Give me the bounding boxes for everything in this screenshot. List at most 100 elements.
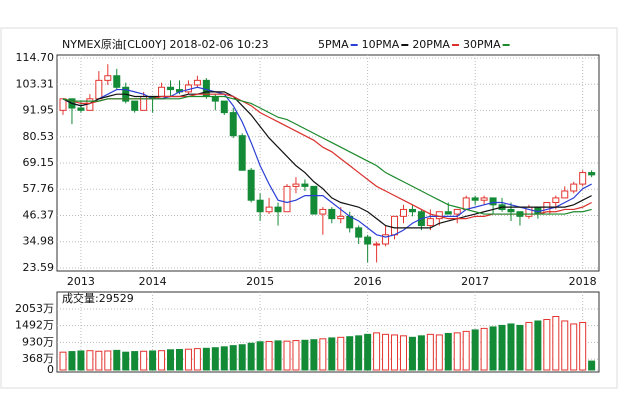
volume-bar	[337, 336, 345, 371]
candle-body	[292, 183, 300, 187]
volume-bar	[202, 347, 210, 371]
volume-bar	[184, 348, 192, 371]
volume-bar	[570, 323, 578, 371]
volume-bar	[391, 334, 399, 371]
volume-bar	[220, 346, 228, 371]
candle-body	[265, 206, 273, 213]
volume-bar	[552, 316, 560, 371]
candle-body	[113, 75, 121, 88]
candle-body	[238, 135, 246, 171]
volume-bar	[122, 351, 130, 371]
candle-body	[211, 95, 219, 102]
volume-bar	[480, 327, 488, 371]
candle-body	[408, 208, 416, 213]
candle-body	[373, 243, 381, 246]
candle-body	[489, 197, 497, 206]
volume-bar	[283, 340, 291, 371]
volume-bar	[95, 350, 103, 371]
candle-body	[471, 197, 479, 201]
volume-bar	[104, 350, 112, 371]
volume-bar	[561, 320, 569, 371]
volume-bar	[328, 337, 336, 371]
candle-body	[220, 100, 228, 114]
volume-bar	[113, 349, 121, 371]
ma-line	[62, 91, 592, 229]
x-tick-label: 2018	[569, 275, 597, 288]
candle-body	[301, 183, 309, 187]
volume-bar	[507, 323, 515, 371]
volume-bar	[140, 350, 148, 371]
ma-line	[62, 86, 592, 238]
candle-body	[283, 185, 291, 213]
volume-bar	[193, 348, 201, 371]
legend-label: 10PMA	[362, 38, 400, 51]
y-tick-label: 0	[47, 363, 54, 376]
candle-body	[274, 206, 282, 213]
candle-body	[570, 183, 578, 192]
volume-bar	[382, 333, 390, 371]
candle-body	[319, 208, 327, 215]
candle-body	[104, 75, 112, 81]
volume-bar	[462, 330, 470, 371]
volume-bar	[158, 350, 166, 371]
ma-line	[62, 95, 592, 215]
volume-bar	[149, 350, 157, 371]
candle-body	[382, 234, 390, 245]
legend-label: 5PMA	[318, 38, 349, 51]
candle-body	[399, 208, 407, 217]
volume-bar	[211, 347, 219, 371]
volume-bar	[579, 321, 587, 371]
volume-bar	[525, 321, 533, 371]
volume-bar	[292, 340, 300, 371]
volume-bar	[247, 342, 255, 371]
volume-bar	[453, 332, 461, 371]
candle-body	[328, 208, 336, 220]
volume-bar	[588, 360, 596, 371]
volume-bar	[310, 339, 318, 371]
chart-title: NYMEX原油[CL00Y] 2018-02-06 10:23	[62, 37, 269, 51]
volume-bar	[167, 349, 175, 371]
candle-body	[453, 208, 461, 215]
volume-bar	[265, 340, 273, 371]
y-tick-label: 114.70	[16, 51, 55, 64]
volume-bar	[274, 340, 282, 371]
candle-body	[310, 185, 318, 215]
y-tick-label: 57.76	[23, 182, 55, 195]
y-tick-label: 91.95	[23, 103, 55, 116]
volume-bar	[498, 324, 506, 371]
candle-body	[552, 197, 560, 204]
candle-body	[193, 79, 201, 86]
volume-bar	[408, 336, 416, 371]
y-tick-label: 46.37	[23, 208, 55, 221]
volume-bar	[346, 336, 354, 371]
legend-label: 30PMA	[463, 38, 501, 51]
candle-body	[95, 79, 103, 100]
volume-bar	[175, 348, 183, 371]
candle-body	[480, 197, 488, 201]
x-tick-label: 2015	[246, 275, 274, 288]
candle-body	[561, 190, 569, 199]
volume-bar	[534, 320, 542, 371]
volume-bar	[417, 335, 425, 371]
volume-bar	[68, 351, 76, 371]
candle-body	[77, 107, 85, 111]
volume-bar	[319, 338, 327, 371]
volume-bar	[489, 326, 497, 371]
volume-panel	[56, 291, 600, 373]
candle-body	[364, 236, 372, 245]
volume-bar	[131, 351, 139, 371]
y-tick-label: 1492万	[15, 319, 54, 332]
y-tick-label: 69.15	[23, 156, 55, 169]
candle-body	[256, 199, 264, 213]
volume-bar	[229, 345, 237, 371]
volume-bar	[426, 333, 434, 371]
volume-bar	[399, 335, 407, 371]
candle-body	[579, 172, 587, 185]
volume-bar	[355, 335, 363, 371]
candle-body	[507, 208, 515, 213]
volume-bar	[301, 339, 309, 371]
y-tick-label: 368万	[22, 352, 54, 365]
x-tick-label: 2013	[67, 275, 95, 288]
volume-bar	[59, 351, 67, 371]
